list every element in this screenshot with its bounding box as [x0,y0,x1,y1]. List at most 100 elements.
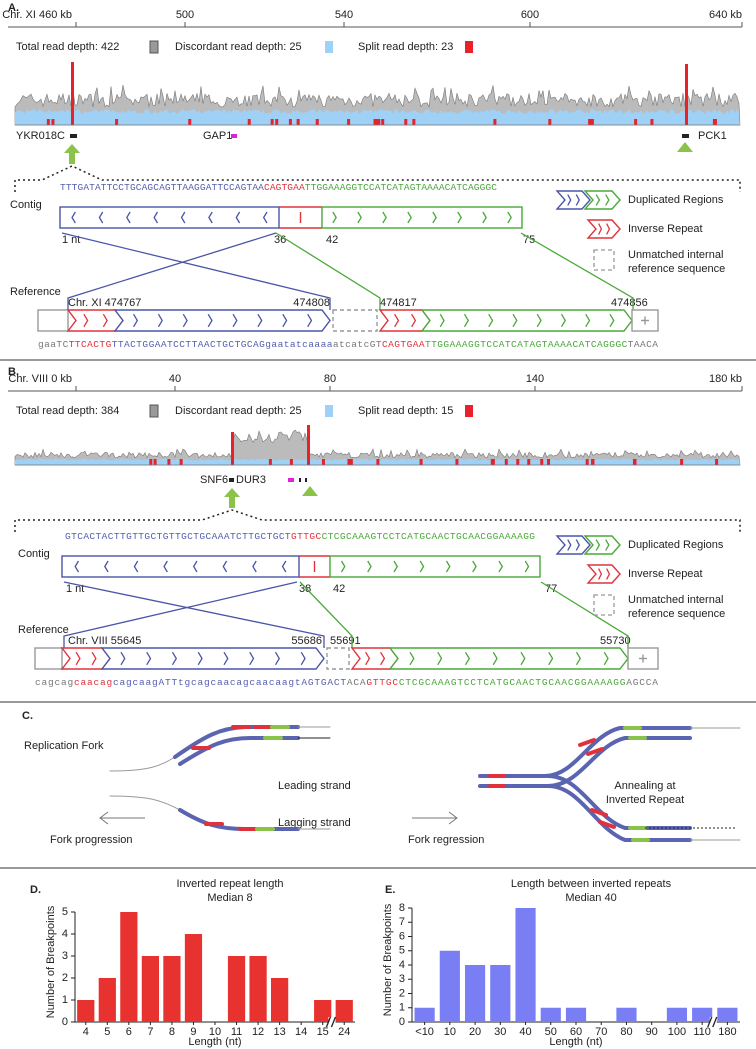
chevron [407,211,412,224]
genome-axis-label: 600 [521,9,539,21]
split-read-spike [71,62,74,125]
locus-arrow [224,488,240,508]
schematic-label: Leading strand [278,780,351,792]
bar [77,1000,95,1022]
x-tick-label: 15 [317,1026,329,1038]
chevron [512,313,518,328]
chevron [192,560,198,573]
bar [666,1007,688,1022]
split-read-mark [591,459,595,465]
y-tick-label: 8 [399,902,405,914]
arrowhead [99,811,109,825]
region-box [586,219,621,239]
chevron [605,539,610,551]
chevron [409,651,415,666]
key-unmatched [593,594,615,616]
chevron [74,560,80,573]
split-read-mark [504,459,508,465]
chevron [98,211,104,224]
reference-position: 474808 [293,297,330,309]
chevron [445,560,451,573]
locus-triangle [677,142,693,152]
bar [414,1007,435,1022]
chevron [595,194,601,206]
chevron [281,560,287,573]
bar [227,956,246,1022]
legend-swatch [149,404,159,418]
chevron [282,313,288,328]
gene-mark [288,478,294,482]
chevron [257,313,263,328]
reference-position: Chr. VIII 55645 [68,635,141,647]
key-label: Duplicated Regions [628,539,724,551]
y-tick-label: 7 [399,916,405,928]
sequence-segment: ACA [347,677,366,688]
legend-label: Discordant read depth: 25 [175,405,302,417]
chevron [524,560,530,573]
axis-break [712,1016,718,1028]
chevron [411,313,417,328]
flank-box [627,647,659,670]
chevron [307,313,313,328]
region-box [555,535,591,555]
split-read-mark [275,119,279,125]
split-read-mark [347,459,351,465]
sequence-segment: TTGGAAAGGTCCATCATAGTAAAACATCAGGGC [305,182,498,193]
x-tick-label: 11 [231,1026,242,1038]
x-tick-label: 12 [252,1026,264,1038]
x-tick-label: 4 [83,1026,89,1038]
split-read-mark [179,459,183,465]
axis-break [330,1016,337,1028]
chevron [182,313,188,328]
split-read-mark [404,119,408,125]
nascent-strand [173,725,300,759]
y-tick-label: 2 [62,972,68,984]
x-tick-label: 10 [209,1026,221,1038]
x-tick-label: 13 [273,1026,285,1038]
mapping-line [520,232,634,310]
genome-axis-label: 640 kb [709,9,742,21]
chevron [332,211,337,224]
parental-strand [109,795,181,811]
chevron [419,560,425,573]
contig-position: 42 [333,583,345,595]
y-tick-label: 4 [62,928,68,940]
y-axis-label: Number of Breakpoints [45,905,57,1018]
chevron [536,313,542,328]
split-read-mark [590,119,594,125]
chevron [472,560,477,573]
panel-label: B. [8,366,19,378]
region-box [583,190,621,210]
split-read-mark [381,119,385,125]
chevron [171,651,178,666]
sequence-segment: AGCCA [626,677,658,688]
chevron [146,651,152,666]
region-box [60,647,111,670]
chart-title: Inverted repeat length [176,878,283,890]
chevron [457,211,462,224]
chevron [163,560,168,573]
gene-mark [299,478,301,482]
x-tick-label: 6 [126,1026,132,1038]
y-tick-label: 3 [62,950,68,962]
repeat-segment [586,747,604,756]
reference-position: 474856 [611,297,648,309]
legend-swatch [325,41,333,53]
regressed-strand [546,784,692,842]
x-tick-label: 24 [338,1026,350,1038]
region-box [350,647,399,670]
sequence-segment: TTACTGGAATCCTTAACTGCTGCAGgaatatcaaaa [112,339,333,350]
chevron [482,211,487,224]
split-read-mark [51,119,55,125]
gene-label: PCK1 [698,130,727,142]
chevron [207,313,213,328]
split-read-mark [115,119,119,125]
chevron [439,313,445,328]
gene-label: DUR3 [236,474,266,486]
chevron [393,560,399,573]
schematic-label: Annealing at [614,780,675,792]
sequence-segment: TAACA [628,339,659,350]
sequence-segment: TTCACTG [69,339,112,350]
chevron [605,194,610,206]
